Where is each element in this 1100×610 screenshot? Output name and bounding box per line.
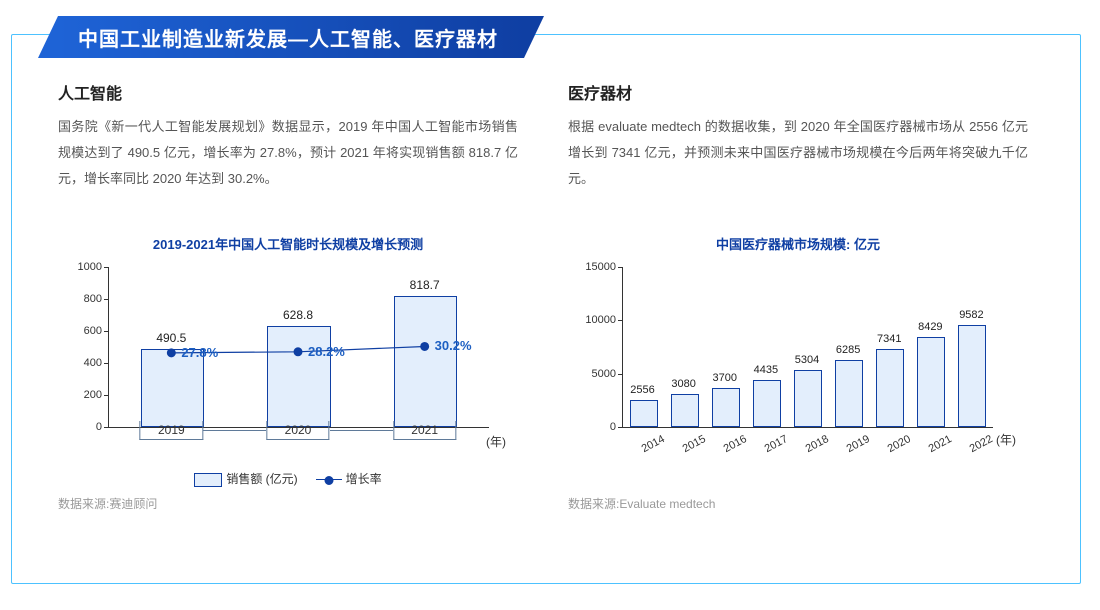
medtech-chart-bar-label: 7341 bbox=[869, 333, 909, 345]
ai-chart-xtick: 2020 bbox=[266, 421, 329, 440]
medtech-chart-bar bbox=[917, 337, 945, 427]
medtech-chart-bar-label: 6285 bbox=[828, 344, 868, 356]
medtech-chart-xtick: 2016 bbox=[721, 433, 748, 455]
medtech-chart-xtick: 2017 bbox=[762, 433, 789, 455]
medtech-chart-bar bbox=[835, 360, 863, 427]
medtech-title: 医疗器材 bbox=[568, 80, 1028, 104]
ai-chart-bar-label: 818.7 bbox=[385, 278, 465, 292]
medtech-chart-xtick: 2018 bbox=[804, 433, 831, 455]
ai-paragraph: 国务院《新一代人工智能发展规划》数据显示，2019 年中国人工智能市场销售规模达… bbox=[58, 114, 518, 226]
ai-chart-bar bbox=[267, 326, 330, 427]
medtech-chart-plot bbox=[622, 267, 993, 428]
ai-chart-line-label: 27.8% bbox=[181, 345, 218, 360]
legend-line-swatch bbox=[316, 479, 342, 480]
section-ai: 人工智能 国务院《新一代人工智能发展规划》数据显示，2019 年中国人工智能市场… bbox=[58, 80, 518, 512]
medtech-chart-bar bbox=[712, 388, 740, 427]
medtech-chart-xtick: 2019 bbox=[845, 433, 872, 455]
medtech-chart-bar bbox=[753, 380, 781, 427]
medtech-chart-bar bbox=[671, 394, 699, 427]
ai-chart: 0 200 400 600 800 1000 490.5 2019 628.8 2020 818.7… bbox=[58, 257, 518, 487]
medtech-chart-title: 中国医疗器械市场规模: 亿元 bbox=[568, 234, 1028, 253]
legend-bar-label: 销售额 (亿元) bbox=[226, 472, 297, 486]
page: 中国工业制造业新发展—人工智能、医疗器材 人工智能 国务院《新一代人工智能发展规… bbox=[0, 0, 1100, 610]
legend-line-label: 增长率 bbox=[346, 472, 382, 486]
medtech-chart: 0 5000 10000 15000 2556 2014 3080 2015 3700 2016 4… bbox=[568, 257, 1028, 487]
medtech-chart-bar bbox=[958, 325, 986, 427]
section-medtech: 医疗器材 根据 evaluate medtech 的数据收集，到 2020 年全… bbox=[568, 80, 1028, 512]
medtech-chart-bar-label: 9582 bbox=[951, 309, 991, 321]
medtech-chart-bar-label: 2556 bbox=[623, 384, 663, 396]
banner-title: 中国工业制造业新发展—人工智能、医疗器材 bbox=[58, 16, 524, 58]
ai-chart-ytick: 0 bbox=[58, 421, 108, 433]
ai-chart-bar bbox=[141, 349, 204, 427]
medtech-chart-ytick: 15000 bbox=[568, 261, 622, 273]
medtech-chart-ytick: 0 bbox=[568, 421, 622, 433]
medtech-chart-bar bbox=[876, 349, 904, 427]
ai-chart-title: 2019-2021年中国人工智能时长规模及增长预测 bbox=[58, 234, 518, 253]
medtech-chart-bar-label: 3080 bbox=[664, 378, 704, 390]
ai-chart-ytick: 200 bbox=[58, 389, 108, 401]
ai-chart-line-label: 28.2% bbox=[308, 344, 345, 359]
medtech-chart-xtick: 2021 bbox=[927, 433, 954, 455]
medtech-chart-bar-label: 4435 bbox=[746, 364, 786, 376]
ai-chart-bar-label: 628.8 bbox=[258, 308, 338, 322]
medtech-chart-bar bbox=[630, 400, 658, 427]
ai-title: 人工智能 bbox=[58, 80, 518, 104]
medtech-chart-x-suffix: (年) bbox=[996, 431, 1016, 448]
medtech-chart-xtick: 2015 bbox=[680, 433, 707, 455]
ai-chart-ytick: 1000 bbox=[58, 261, 108, 273]
ai-chart-x-suffix: (年) bbox=[486, 433, 506, 450]
ai-chart-line-label: 30.2% bbox=[435, 338, 472, 353]
ai-chart-xtick: 2019 bbox=[140, 421, 203, 440]
medtech-source: 数据来源:Evaluate medtech bbox=[568, 495, 1028, 512]
medtech-chart-xtick: 2014 bbox=[639, 433, 666, 455]
medtech-chart-ytick: 10000 bbox=[568, 314, 622, 326]
ai-chart-bar bbox=[394, 296, 457, 427]
medtech-chart-xtick: 2022 bbox=[968, 433, 995, 455]
legend-bar-swatch bbox=[194, 473, 222, 487]
ai-chart-bar-label: 490.5 bbox=[131, 331, 211, 345]
ai-chart-ytick: 600 bbox=[58, 325, 108, 337]
medtech-chart-xtick: 2020 bbox=[886, 433, 913, 455]
medtech-chart-bar-label: 5304 bbox=[787, 354, 827, 366]
ai-source: 数据来源:赛迪顾问 bbox=[58, 495, 518, 512]
ai-chart-xtick: 2021 bbox=[393, 421, 456, 440]
medtech-chart-bar-label: 8429 bbox=[910, 321, 950, 333]
medtech-chart-bar bbox=[794, 370, 822, 427]
medtech-chart-bar-label: 3700 bbox=[705, 372, 745, 384]
medtech-chart-ytick: 5000 bbox=[568, 368, 622, 380]
ai-chart-ytick: 800 bbox=[58, 293, 108, 305]
medtech-paragraph: 根据 evaluate medtech 的数据收集，到 2020 年全国医疗器械… bbox=[568, 114, 1028, 226]
ai-chart-legend: 销售额 (亿元) 增长率 bbox=[58, 470, 518, 487]
ai-chart-ytick: 400 bbox=[58, 357, 108, 369]
